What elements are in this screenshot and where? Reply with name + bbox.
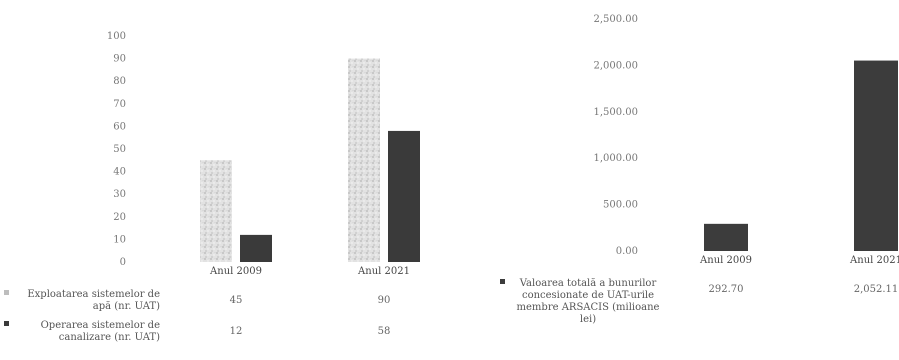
legend-entry: Exploatarea sistemelor de apă (nr. UAT) <box>27 289 160 312</box>
y-tick-label: 60 <box>113 121 126 132</box>
x-axis-categories: Anul 2009 Anul 2021 <box>209 266 410 277</box>
bar <box>200 160 232 262</box>
bars <box>200 58 420 262</box>
y-tick-label: 50 <box>113 144 126 155</box>
x-axis-categories: Anul 2009 Anul 2021 <box>699 255 899 266</box>
data-table: Exploatarea sistemelor de apă (nr. UAT) 45… <box>4 289 390 343</box>
y-tick-label: 2,000.00 <box>593 60 638 71</box>
y-tick-label: 40 <box>113 167 126 178</box>
bar <box>240 234 272 262</box>
table-value: 58 <box>378 326 391 337</box>
legend-marker <box>4 290 9 295</box>
table-value: 45 <box>230 295 243 306</box>
y-tick-label: 0 <box>120 257 126 268</box>
x-category-label: Anul 2021 <box>357 266 410 277</box>
data-table: Valoarea totală a bunurilor concesionate … <box>500 278 898 325</box>
table-value: 90 <box>378 295 391 306</box>
bars <box>704 60 898 251</box>
table-value: 2,052.11 <box>854 284 899 295</box>
y-tick-label: 0.00 <box>616 246 638 257</box>
y-axis-ticks: 0.00 500.00 1,000.00 1,500.00 2,000.00 2,500.… <box>593 14 638 257</box>
bar <box>348 58 380 262</box>
water-sewer-uat-chart: 0 10 20 30 40 50 60 70 80 90 100 Anul 2009 Anul 202… <box>4 31 420 343</box>
y-tick-label: 20 <box>113 212 126 223</box>
y-tick-label: 70 <box>113 99 126 110</box>
y-tick-label: 1,000.00 <box>593 153 638 164</box>
legend-marker <box>500 279 505 284</box>
y-tick-label: 1,500.00 <box>593 107 638 118</box>
y-tick-label: 100 <box>107 31 126 42</box>
y-tick-label: 80 <box>113 76 126 87</box>
y-tick-label: 90 <box>113 54 126 65</box>
table-value: 12 <box>230 326 243 337</box>
concession-value-chart: 0.00 500.00 1,000.00 1,500.00 2,000.00 2,500.… <box>500 14 899 325</box>
y-tick-label: 500.00 <box>603 200 638 211</box>
x-category-label: Anul 2021 <box>849 255 899 266</box>
bar <box>704 223 748 251</box>
y-tick-label: 10 <box>113 234 126 245</box>
table-value: 292.70 <box>709 284 744 295</box>
legend-marker <box>4 321 9 326</box>
legend-entry: Operarea sistemelor de canalizare (nr. UA… <box>41 320 161 343</box>
y-tick-label: 2,500.00 <box>593 14 638 25</box>
bar <box>388 130 420 262</box>
x-category-label: Anul 2009 <box>209 266 262 277</box>
bar <box>854 60 898 251</box>
y-tick-label: 30 <box>113 189 126 200</box>
legend-entry: Valoarea totală a bunurilor concesionate … <box>517 278 660 325</box>
y-axis-ticks: 0 10 20 30 40 50 60 70 80 90 100 <box>107 31 126 268</box>
x-category-label: Anul 2009 <box>699 255 752 266</box>
